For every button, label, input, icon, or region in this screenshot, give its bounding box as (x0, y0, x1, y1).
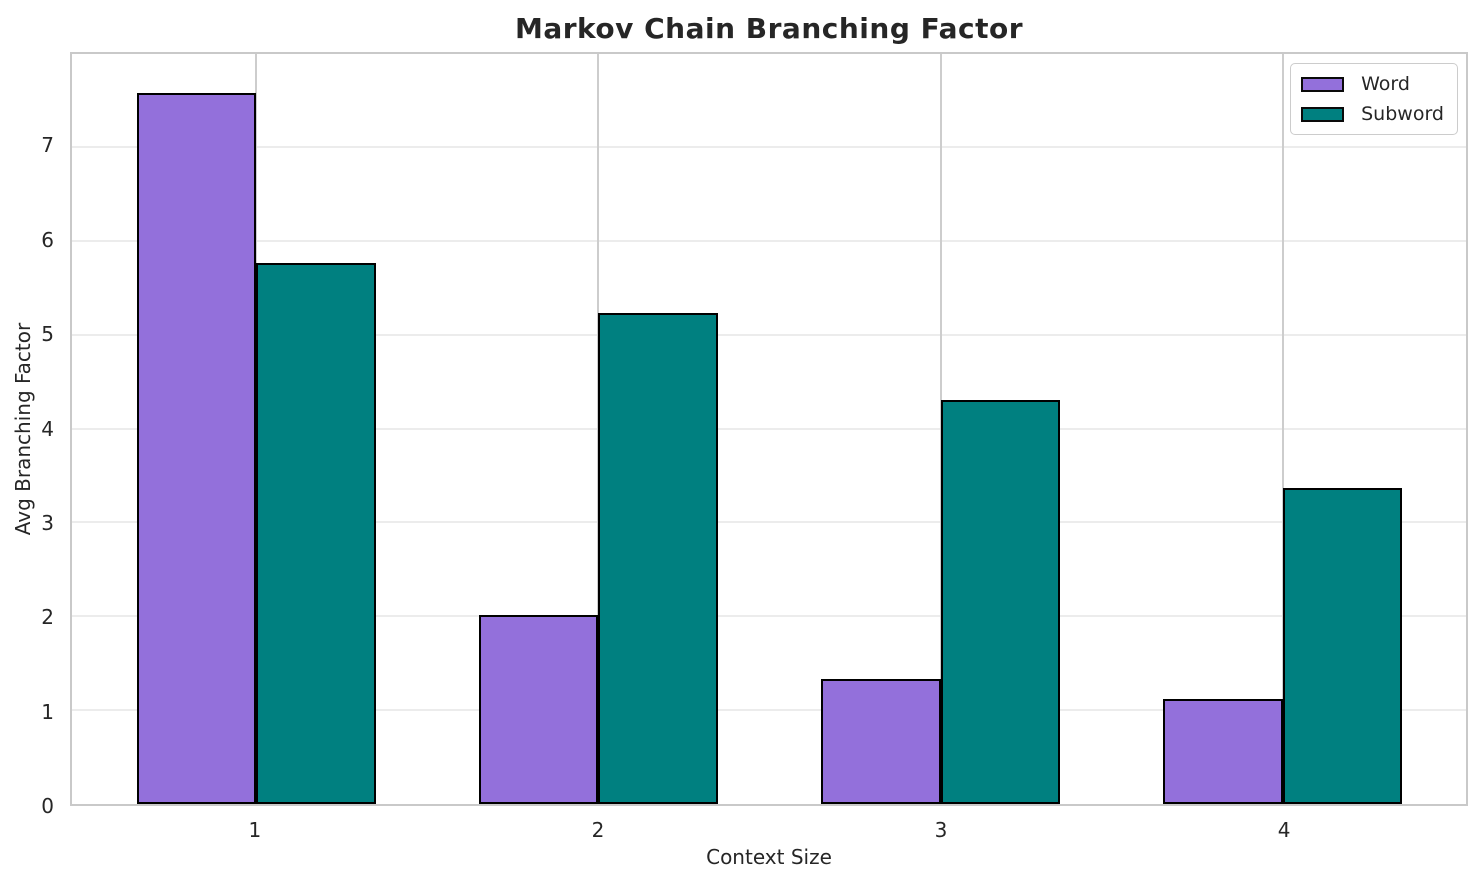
chart-title: Markov Chain Branching Factor (514, 12, 1024, 45)
bar-subword-2 (598, 313, 719, 804)
legend-item-subword: Subword (1301, 103, 1444, 125)
x-tick-label: 3 (934, 818, 948, 842)
bar-subword-4 (1282, 487, 1403, 804)
gridline-horizontal (72, 239, 1466, 242)
gridline-horizontal (72, 521, 1466, 524)
legend-item-word: Word (1301, 73, 1444, 95)
gridline-horizontal (72, 427, 1466, 430)
legend-label: Word (1361, 73, 1410, 95)
plot-area: Word Subword (70, 52, 1468, 806)
legend: Word Subword (1290, 63, 1458, 135)
bar-subword-1 (256, 263, 377, 804)
x-tick-label: 2 (591, 818, 605, 842)
bar-subword-3 (940, 400, 1061, 804)
bar-word-1 (136, 92, 257, 804)
gridline-vertical (1281, 54, 1284, 804)
y-tick-label: 7 (41, 133, 54, 158)
y-tick-label: 1 (41, 699, 54, 724)
y-tick-label: 6 (41, 227, 54, 252)
gridline-horizontal (72, 709, 1466, 712)
y-tick-label: 3 (41, 510, 54, 535)
gridline-horizontal (72, 615, 1466, 618)
x-tick-label: 1 (248, 818, 262, 842)
legend-swatch-subword (1301, 106, 1345, 122)
x-axis-label: Context Size (706, 845, 832, 869)
gridline-horizontal (72, 145, 1466, 148)
y-tick-label: 2 (41, 605, 54, 630)
bar-word-2 (478, 615, 599, 804)
gridline-horizontal (72, 333, 1466, 336)
legend-label: Subword (1361, 103, 1444, 125)
y-tick-label: 0 (41, 794, 54, 818)
legend-swatch-word (1301, 76, 1345, 92)
y-tick-label: 4 (41, 416, 54, 441)
y-tick-label: 5 (41, 322, 54, 347)
bar-word-3 (820, 679, 941, 804)
bar-word-4 (1162, 698, 1283, 804)
x-tick-label: 4 (1277, 818, 1291, 842)
